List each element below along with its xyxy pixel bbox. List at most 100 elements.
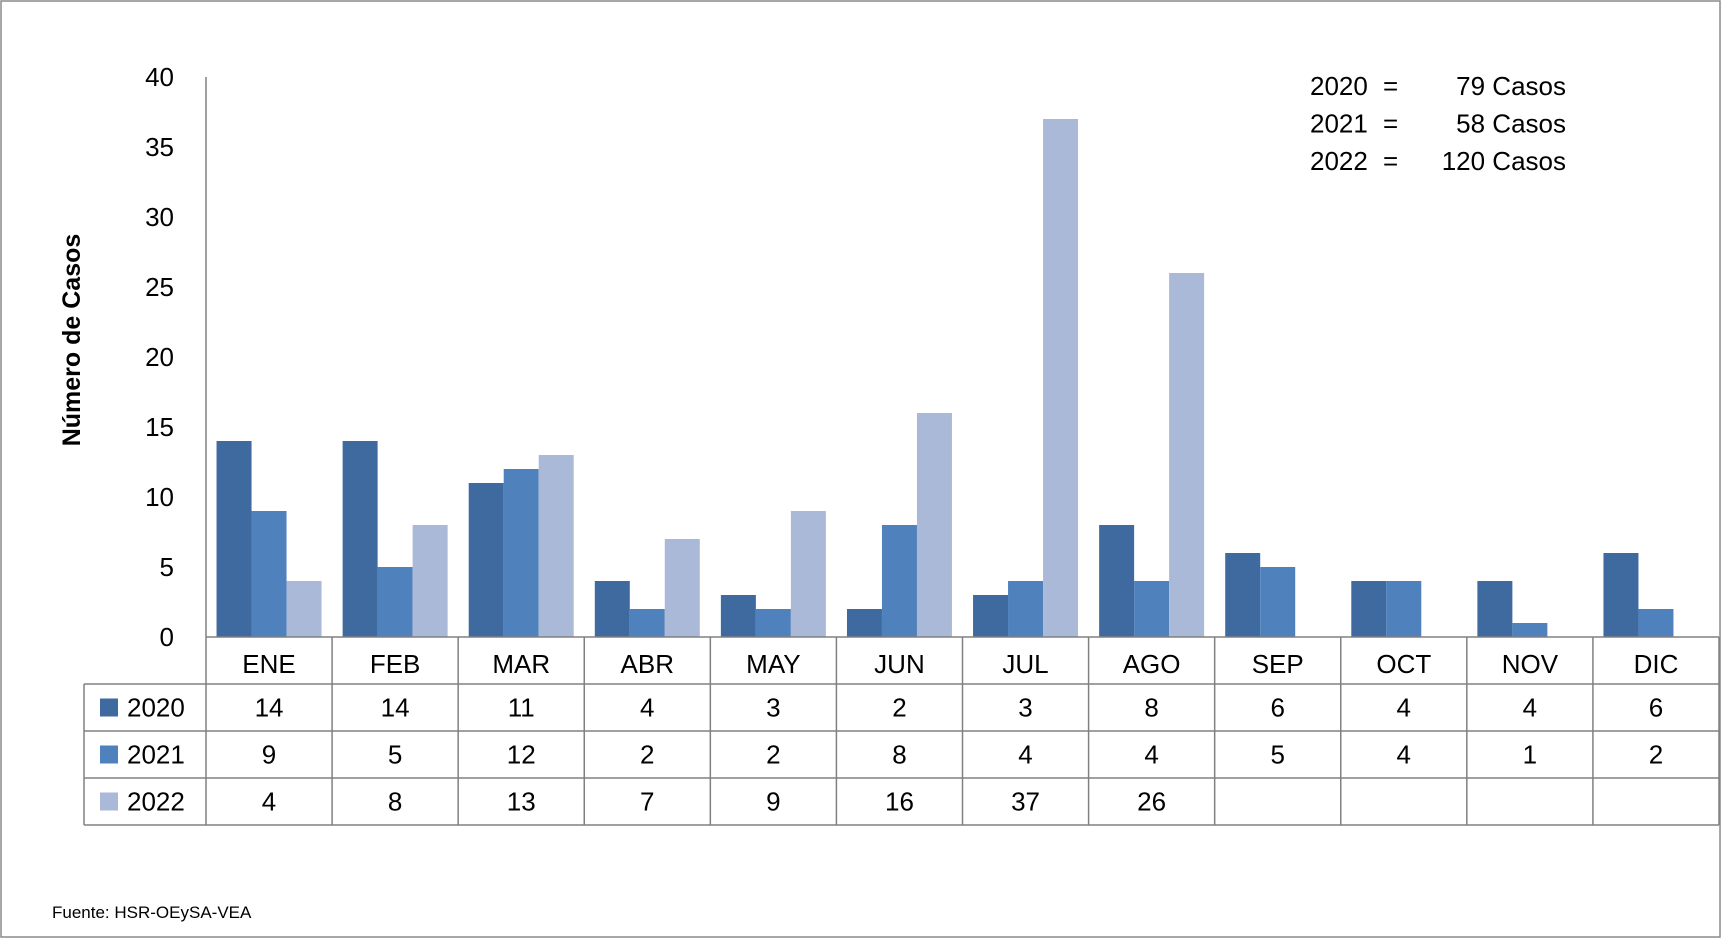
bar-2020-feb bbox=[342, 441, 378, 637]
bar-2020-jun bbox=[846, 609, 882, 637]
legend-label-2020: 2020 bbox=[127, 693, 185, 723]
bar-2021-ene bbox=[251, 511, 287, 637]
bar-2021-dic bbox=[1638, 609, 1674, 637]
bar-2020-ago bbox=[1099, 525, 1135, 637]
table-cell: 2 bbox=[640, 740, 654, 770]
bar-2020-may bbox=[720, 595, 756, 637]
table-cell: 4 bbox=[262, 787, 276, 817]
bar-2021-mar bbox=[503, 469, 539, 637]
y-tick-label: 20 bbox=[145, 342, 174, 372]
bar-2022-jul bbox=[1043, 119, 1079, 637]
legend-swatch-2022 bbox=[100, 792, 118, 811]
y-tick-label: 0 bbox=[160, 622, 174, 652]
bar-2022-ene bbox=[286, 581, 322, 637]
table-cell: 4 bbox=[640, 693, 654, 723]
x-tick-label-ene: ENE bbox=[242, 649, 295, 679]
table-cell: 2 bbox=[1649, 740, 1663, 770]
x-tick-label-nov: NOV bbox=[1502, 649, 1559, 679]
table-cell: 5 bbox=[1270, 740, 1284, 770]
table-cell: 2 bbox=[892, 693, 906, 723]
table-cell: 8 bbox=[892, 740, 906, 770]
bar-2022-feb bbox=[412, 525, 448, 637]
y-axis-ticks: 0 5 10 15 20 25 30 35 40 bbox=[145, 62, 174, 652]
legend-label-2022: 2022 bbox=[127, 787, 185, 817]
table-cell: 9 bbox=[766, 787, 780, 817]
x-tick-label-feb: FEB bbox=[370, 649, 421, 679]
legend-swatch-2020 bbox=[100, 698, 118, 717]
bar-2021-nov bbox=[1512, 623, 1548, 637]
table-cell: 3 bbox=[766, 693, 780, 723]
bar-2021-feb bbox=[377, 567, 413, 637]
table-cell: 4 bbox=[1397, 740, 1411, 770]
legend-swatch-2021 bbox=[100, 745, 118, 764]
bar-2020-sep bbox=[1225, 553, 1261, 637]
table-cell: 5 bbox=[388, 740, 402, 770]
table-cell: 16 bbox=[885, 787, 914, 817]
table-cell: 14 bbox=[381, 693, 410, 723]
bar-2021-may bbox=[755, 609, 791, 637]
bar-2022-may bbox=[790, 511, 826, 637]
annotation-count: 120 Casos bbox=[1442, 146, 1566, 176]
x-tick-label-oct: OCT bbox=[1376, 649, 1431, 679]
bar-2020-oct bbox=[1351, 581, 1387, 637]
totals-annotation: 2020 = 79 Casos 2021 = 58 Casos 2022 = 120 Casos bbox=[1310, 71, 1566, 176]
source-note: Fuente: HSR-OEySA-VEA bbox=[52, 903, 252, 922]
table-cell: 14 bbox=[255, 693, 284, 723]
bar-2021-jul bbox=[1008, 581, 1044, 637]
bar-2021-sep bbox=[1260, 567, 1296, 637]
table-cell: 26 bbox=[1137, 787, 1166, 817]
x-tick-label-mar: MAR bbox=[492, 649, 550, 679]
y-tick-label: 15 bbox=[145, 412, 174, 442]
table-cell: 6 bbox=[1270, 693, 1284, 723]
y-tick-label: 25 bbox=[145, 272, 174, 302]
annotation-year: 2022 bbox=[1310, 146, 1368, 176]
bar-2020-mar bbox=[468, 483, 504, 637]
table-cell: 4 bbox=[1018, 740, 1032, 770]
x-tick-label-abr: ABR bbox=[621, 649, 674, 679]
table-cell: 37 bbox=[1011, 787, 1040, 817]
annotation-count: 79 Casos bbox=[1456, 71, 1566, 101]
annotation-year: 2021 bbox=[1310, 109, 1368, 139]
annotation-count: 58 Casos bbox=[1456, 109, 1566, 139]
bar-2022-abr bbox=[664, 539, 700, 637]
table-cell: 3 bbox=[1018, 693, 1032, 723]
bar-2021-ago bbox=[1134, 581, 1170, 637]
bars bbox=[216, 119, 1674, 637]
table-cell: 13 bbox=[507, 787, 536, 817]
x-tick-label-ago: AGO bbox=[1123, 649, 1181, 679]
bar-2020-nov bbox=[1477, 581, 1513, 637]
annotation-year: 2020 bbox=[1310, 71, 1368, 101]
bar-2022-jun bbox=[916, 413, 952, 637]
table-cell: 2 bbox=[766, 740, 780, 770]
table-cell: 8 bbox=[388, 787, 402, 817]
bar-2022-mar bbox=[538, 455, 574, 637]
x-tick-label-jun: JUN bbox=[874, 649, 925, 679]
table-cell: 12 bbox=[507, 740, 536, 770]
bar-2020-ene bbox=[216, 441, 252, 637]
table-cell: 11 bbox=[508, 693, 535, 723]
x-tick-label-sep: SEP bbox=[1252, 649, 1304, 679]
x-tick-label-jul: JUL bbox=[1002, 649, 1048, 679]
y-tick-label: 30 bbox=[145, 202, 174, 232]
y-axis-label: Número de Casos bbox=[58, 234, 86, 447]
bar-2020-abr bbox=[594, 581, 630, 637]
bar-2021-jun bbox=[881, 525, 917, 637]
table-cell: 4 bbox=[1397, 693, 1411, 723]
bar-2020-dic bbox=[1603, 553, 1639, 637]
table-cell: 9 bbox=[262, 740, 276, 770]
data-table: ENE FEB MAR ABR MAY JUN JUL AGO SEP OCT NOV DIC 2020… bbox=[83, 636, 1720, 826]
table-cell: 6 bbox=[1649, 693, 1663, 723]
annotation-equals: = bbox=[1383, 109, 1398, 139]
bar-2020-jul bbox=[973, 595, 1009, 637]
table-cell: 8 bbox=[1144, 693, 1158, 723]
y-tick-label: 40 bbox=[145, 62, 174, 92]
table-cell: 4 bbox=[1144, 740, 1158, 770]
y-tick-label: 5 bbox=[160, 552, 174, 582]
table-cell: 4 bbox=[1523, 693, 1537, 723]
annotation-equals: = bbox=[1383, 146, 1398, 176]
x-tick-label-may: MAY bbox=[746, 649, 800, 679]
x-tick-label-dic: DIC bbox=[1634, 649, 1679, 679]
table-cell: 1 bbox=[1523, 740, 1537, 770]
